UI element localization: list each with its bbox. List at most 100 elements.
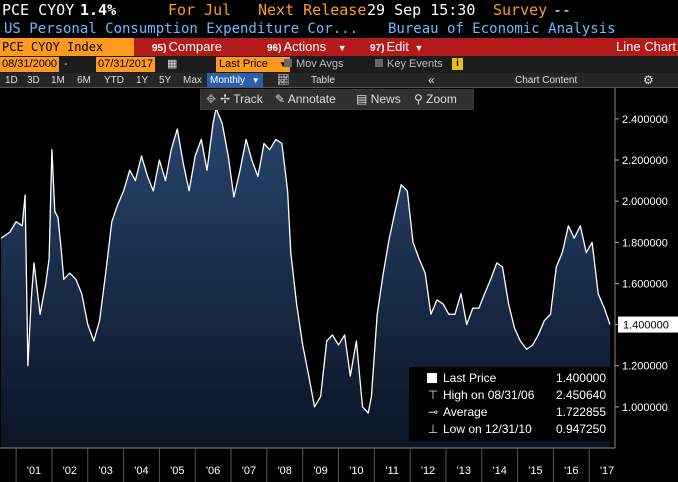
mov-avgs-toggle[interactable]: Mov Avgs xyxy=(284,57,344,72)
headline-bar: PCE CYOY 1.4% For Jul Next Release 29 Se… xyxy=(0,0,678,20)
start-date-input[interactable]: 08/31/2000 xyxy=(0,57,60,72)
y-tick-label: 1.600000 xyxy=(622,278,668,290)
range-6m[interactable]: 6M xyxy=(77,75,91,86)
search-icon: ⚲ xyxy=(414,92,423,106)
compare-label: Compare xyxy=(168,39,222,54)
checkbox-icon xyxy=(284,59,292,67)
x-tick-label: '17 xyxy=(600,465,614,477)
x-tick-label: '02 xyxy=(63,465,77,477)
legend-avg-label: Average xyxy=(443,405,488,419)
low-marker-icon: ⊥ xyxy=(427,422,439,436)
x-tick-label: '01 xyxy=(27,465,41,477)
line-chart-icon[interactable]: 📈︎ xyxy=(277,75,290,86)
annotate-button[interactable]: ✎ Annotate xyxy=(275,90,336,109)
legend-avg-value: 1.722855 xyxy=(555,405,606,419)
frequency-value: Monthly xyxy=(210,75,246,86)
legend-average: ⊸ Average 1.722855 xyxy=(409,404,612,420)
survey-label: Survey xyxy=(493,1,548,19)
calendar-icon[interactable]: ▦ xyxy=(167,58,178,70)
date-separator: - xyxy=(64,58,68,70)
description-text: US Personal Consumption Expenditure Cor.… xyxy=(4,21,359,37)
news-button[interactable]: ▤ News xyxy=(356,90,401,109)
annotate-label: Annotate xyxy=(287,92,336,106)
range-1m[interactable]: 1M xyxy=(51,75,65,86)
y-tick-label: 1.200000 xyxy=(622,361,668,373)
legend-low-label: Low on 12/31/10 xyxy=(443,422,532,436)
key-events-label: Key Events xyxy=(387,58,443,70)
pencil-icon: ✎ xyxy=(275,92,286,106)
x-tick-label: '04 xyxy=(134,465,148,477)
legend-low: ⊥ Low on 12/31/10 0.947250 xyxy=(409,421,612,437)
range-bar: 1D 3D 1M 6M YTD 1Y 5Y Max Monthly ▼ 📈︎ T… xyxy=(0,73,678,88)
legend-last-label: Last Price xyxy=(443,371,497,385)
chart-content-button[interactable]: Chart Content xyxy=(515,75,578,86)
edit-shortcut: 97) xyxy=(370,43,385,54)
range-3d[interactable]: 3D xyxy=(27,75,40,86)
chevron-down-icon: ▼ xyxy=(414,43,424,53)
price-chart[interactable]: 1.000000 1.200000 1.400000 1.600000 1.800000… xyxy=(0,88,678,482)
range-max[interactable]: Max xyxy=(183,75,202,86)
x-tick-label: '05 xyxy=(170,465,184,477)
series-swatch xyxy=(427,373,437,383)
edit-label: Edit xyxy=(386,39,409,54)
checkbox-icon xyxy=(375,59,383,67)
frequency-select[interactable]: Monthly ▼ xyxy=(207,73,263,88)
y-tick-label: 1.800000 xyxy=(622,237,668,249)
collapse-icon[interactable]: « xyxy=(428,73,435,87)
zoom-button[interactable]: ⚲ Zoom xyxy=(414,90,457,109)
last-price-tag-label: 1.400000 xyxy=(623,320,669,332)
x-tick-label: '09 xyxy=(313,465,327,477)
range-ytd[interactable]: YTD xyxy=(104,75,124,86)
gear-icon[interactable]: ⚙ xyxy=(643,73,654,87)
track-icon: ✢ xyxy=(220,92,231,106)
table-button[interactable]: Table xyxy=(311,75,335,86)
range-1d[interactable]: 1D xyxy=(5,75,18,86)
x-tick-label: '15 xyxy=(528,465,542,477)
range-5y[interactable]: 5Y xyxy=(159,75,172,86)
info-icon[interactable]: i xyxy=(452,58,463,70)
next-release-label: Next Release xyxy=(258,1,367,19)
track-label: Track xyxy=(233,92,263,106)
compare-button[interactable]: 95) Compare xyxy=(152,38,222,56)
x-tick-label: '07 xyxy=(242,465,256,477)
description-bar: US Personal Consumption Expenditure Cor.… xyxy=(0,20,678,38)
field-select-value: Last Price xyxy=(219,58,268,70)
x-tick-label: '08 xyxy=(278,465,292,477)
mov-avgs-label: Mov Avgs xyxy=(296,58,344,70)
x-tick-label: '16 xyxy=(564,465,578,477)
news-icon: ▤ xyxy=(356,92,368,106)
legend-low-value: 0.947250 xyxy=(555,422,606,436)
y-tick-label: 2.000000 xyxy=(622,196,668,208)
end-date-input[interactable]: 07/31/2017 xyxy=(96,57,156,72)
news-label: News xyxy=(370,92,401,106)
field-select[interactable]: Last Price ▼ xyxy=(216,57,290,72)
legend-last-value: 1.400000 xyxy=(555,371,606,385)
security-field[interactable]: PCE CYOY Index xyxy=(0,38,134,56)
chevron-down-icon: ▼ xyxy=(278,60,287,69)
actions-menu[interactable]: 96) Actions ▼ xyxy=(267,38,347,56)
legend-last-price[interactable]: Last Price 1.400000 xyxy=(409,370,612,386)
x-tick-label: '11 xyxy=(385,465,399,477)
ticker-label: PCE CYOY xyxy=(2,1,75,19)
survey-value: -- xyxy=(553,1,572,19)
chart-type-button[interactable]: Line Chart xyxy=(616,39,676,54)
key-events-toggle[interactable]: Key Events xyxy=(375,57,443,72)
x-tick-label: '03 xyxy=(98,465,112,477)
edit-menu[interactable]: 97) Edit ▼ xyxy=(370,38,423,56)
chart-legend: Last Price 1.400000 ⊤ High on 08/31/06 2… xyxy=(409,367,612,441)
date-controls: 08/31/2000 - 07/31/2017 ▦ Last Price ▼ M… xyxy=(0,56,678,73)
actions-shortcut: 96) xyxy=(267,43,282,54)
next-release-value: 29 Sep 15:30 xyxy=(367,1,476,19)
zoom-label: Zoom xyxy=(426,92,457,106)
y-tick-label: 2.400000 xyxy=(622,114,668,126)
x-tick-label: '10 xyxy=(349,465,363,477)
track-button[interactable]: ✢ Track xyxy=(220,90,263,109)
x-tick-label: '14 xyxy=(492,465,506,477)
last-price-tag xyxy=(618,316,678,333)
current-value: 1.4% xyxy=(80,1,117,19)
x-tick-label: '06 xyxy=(206,465,220,477)
range-1y[interactable]: 1Y xyxy=(136,75,149,86)
chevron-down-icon: ▼ xyxy=(337,43,347,53)
x-tick-label: '12 xyxy=(421,465,435,477)
drag-handle-icon[interactable]: ✥ xyxy=(206,92,217,106)
